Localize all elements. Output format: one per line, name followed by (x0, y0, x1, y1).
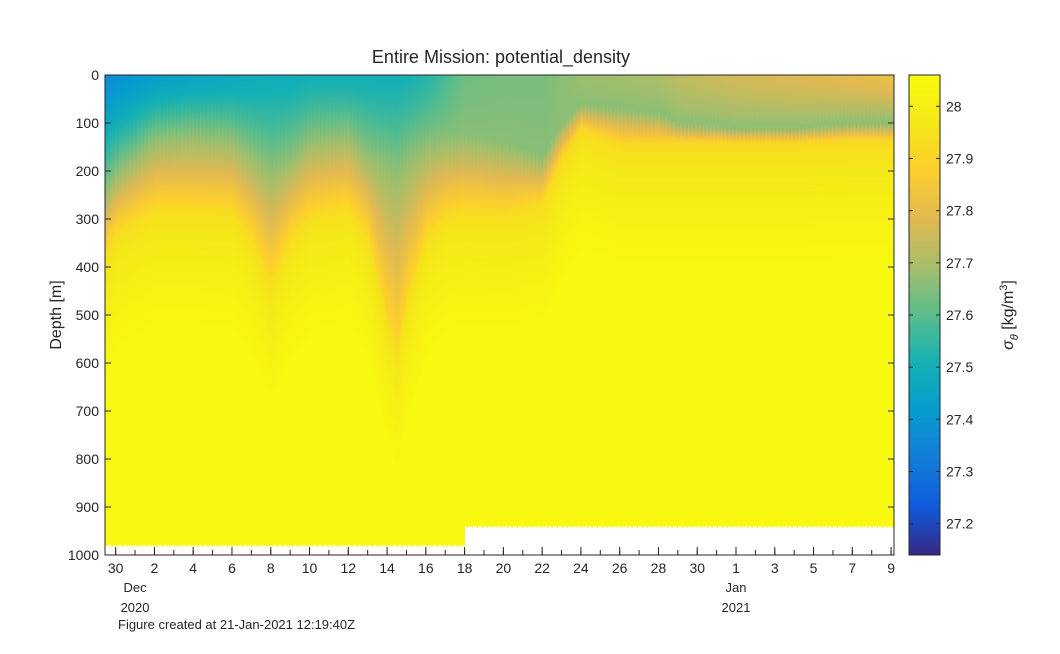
colorbar-tick-label: 27.9 (946, 150, 973, 166)
colorbar-label: σθ [kg/m3] (998, 280, 1021, 350)
figure-footer: Figure created at 21-Jan-2021 12:19:40Z (118, 617, 355, 632)
x-tick-label: 16 (418, 560, 434, 576)
x-tick-label: 24 (573, 560, 589, 576)
colorbar-label-superscript: 3 (998, 285, 1010, 291)
x-tick-label: 6 (228, 560, 236, 576)
chart-title: Entire Mission: potential_density (372, 47, 630, 68)
x-tick-label: 14 (379, 560, 395, 576)
y-tick-label: 800 (76, 451, 100, 467)
x-tick-label: 20 (496, 560, 512, 576)
y-tick-label: 300 (76, 211, 100, 227)
x-tick-label: 22 (534, 560, 550, 576)
x-tick-label: 18 (457, 560, 473, 576)
x-tick-label: 3 (771, 560, 779, 576)
colorbar-tick-label: 27.3 (946, 464, 973, 480)
x-tick-label: 30 (108, 560, 124, 576)
colorbar-label-units: [kg/m (1000, 291, 1017, 335)
colorbar-tick-label: 27.6 (946, 307, 973, 323)
y-tick-label: 0 (91, 67, 99, 83)
x-tick-label: 7 (848, 560, 856, 576)
x-tick-label: 5 (810, 560, 818, 576)
y-tick-label: 100 (76, 115, 100, 131)
y-tick-label: 200 (76, 163, 100, 179)
x-tick-label: 8 (267, 560, 275, 576)
x-tick-label: 26 (612, 560, 628, 576)
year-label: 2021 (722, 600, 751, 615)
x-tick-label: 4 (189, 560, 197, 576)
x-tick-label: 2 (151, 560, 159, 576)
x-tick-label: 10 (302, 560, 318, 576)
colorbar-tick-label: 27.4 (946, 411, 973, 427)
colorbar-tick-label: 27.2 (946, 516, 973, 532)
colorbar-tick-label: 27.5 (946, 359, 973, 375)
y-tick-label: 500 (76, 307, 100, 323)
colorbar-label-symbol: σ (1000, 339, 1017, 350)
y-axis-label: Depth [m] (48, 280, 65, 349)
colorbar: 27.2 27.3 27.4 27.5 27.6 27.7 27.8 27.9 28 σθ [k… (908, 74, 1021, 556)
x-tick-label: 1 (732, 560, 740, 576)
colorbar-tick-label: 27.8 (946, 203, 973, 219)
month-label: Dec (123, 580, 147, 595)
chart-title-group: Entire Mission: potential_density (372, 47, 630, 68)
x-tick-label: 30 (689, 560, 705, 576)
colorbar-label-close: ] (1000, 280, 1017, 284)
x-tick-label: 28 (651, 560, 667, 576)
colorbar-image (909, 75, 940, 555)
y-tick-label: 900 (76, 499, 100, 515)
heatmap-image (105, 75, 894, 555)
colorbar-label-subscript: θ (1009, 334, 1021, 340)
x-tick-label: 12 (341, 560, 357, 576)
month-labels: Dec 2020 Jan 2021 (121, 580, 751, 615)
y-tick-label: 600 (76, 355, 100, 371)
month-label: Jan (726, 580, 747, 595)
y-tick-label: 400 (76, 259, 100, 275)
y-tick-label: 700 (76, 403, 100, 419)
colorbar-tick-label: 28 (946, 98, 962, 114)
y-axis: 0 100 200 300 400 500 600 700 800 900 1000 (68, 67, 894, 563)
x-tick-label: 9 (887, 560, 895, 576)
x-axis: 30 2 4 6 8 10 12 14 16 18 20 22 24 26 28 30 1 3 5 7 9 (108, 547, 895, 576)
colorbar-ticks: 27.2 27.3 27.4 27.5 27.6 27.7 27.8 27.9 28 (909, 98, 973, 532)
colorbar-tick-label: 27.7 (946, 255, 973, 271)
year-label: 2020 (121, 600, 150, 615)
y-tick-label: 1000 (68, 547, 99, 563)
